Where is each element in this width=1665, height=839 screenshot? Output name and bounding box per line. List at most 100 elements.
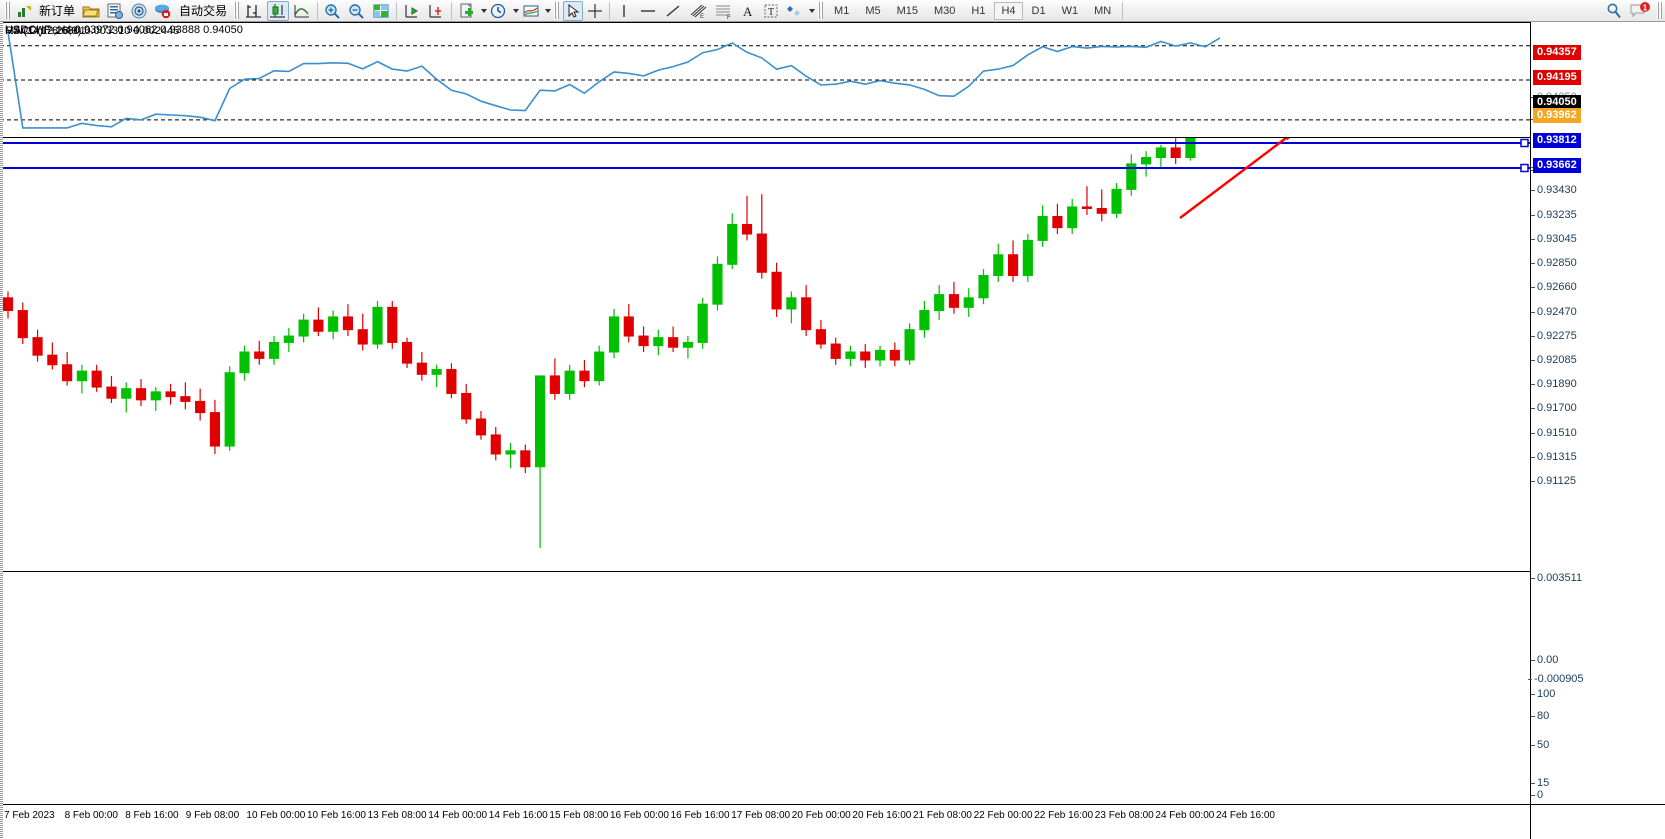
toolbar-grip-4[interactable]: [818, 2, 824, 19]
timeframe-w1[interactable]: W1: [1061, 4, 1079, 17]
main-toolbar: 新订单 自动交易: [0, 0, 1665, 22]
time-label: 16 Feb 16:00: [670, 810, 730, 821]
toolbar-grip-5[interactable]: [1657, 2, 1662, 19]
fibonacci-icon[interactable]: F: [712, 1, 736, 21]
svg-text:T: T: [768, 7, 774, 18]
rsi-pane[interactable]: RSI(14) 78.6801: [0, 22, 1530, 138]
line-chart-icon[interactable]: [291, 1, 313, 21]
grid-icon[interactable]: [370, 1, 392, 21]
time-label: 14 Feb 16:00: [488, 810, 548, 821]
cursor-icon[interactable]: [563, 0, 584, 21]
uptrend-arrow[interactable]: [1179, 125, 1302, 219]
rsi-indicator: [0, 31, 1530, 129]
price-badge[interactable]: 0.93662: [1533, 158, 1581, 173]
timeframe-h1[interactable]: H1: [971, 4, 986, 17]
price-tick: 0.93045: [1531, 233, 1577, 245]
toolbar-separator-4: [609, 1, 611, 20]
toolbar-grip[interactable]: [5, 2, 10, 19]
new-order-label[interactable]: 新订单: [39, 4, 76, 18]
rsi-tick: 100: [1530, 688, 1556, 700]
text-icon[interactable]: A: [738, 1, 758, 21]
text-label-icon[interactable]: T: [760, 1, 782, 21]
trendline-icon[interactable]: [662, 1, 684, 21]
chevron-down-icon-2[interactable]: [513, 8, 520, 13]
signals-icon[interactable]: [128, 1, 150, 21]
time-axis[interactable]: 7 Feb 2023 8 Feb 00:00 8 Feb 16:00 9 Feb 08…: [0, 804, 1530, 839]
svg-text:1: 1: [1643, 3, 1648, 12]
support-line-2[interactable]: [0, 163, 1530, 173]
time-label: 13 Feb 08:00: [367, 810, 427, 821]
bar-chart-icon[interactable]: [243, 1, 265, 21]
folder-icon[interactable]: [80, 1, 102, 21]
chart-left-grip: [0, 22, 3, 839]
macd-tick: -0.000905: [1528, 673, 1584, 685]
chevron-down-icon-3[interactable]: [545, 8, 552, 13]
autotrading-icon[interactable]: [152, 1, 174, 21]
price-tick: 0.91700: [1531, 402, 1577, 414]
timeframe-d1[interactable]: D1: [1031, 4, 1046, 17]
chevron-down-icon[interactable]: [481, 8, 488, 13]
zoom-out-icon[interactable]: [346, 1, 368, 21]
period-icon[interactable]: [488, 1, 510, 21]
autotrading-label[interactable]: 自动交易: [179, 4, 228, 18]
time-label: 20 Feb 00:00: [791, 810, 851, 821]
vertical-line-icon[interactable]: [614, 1, 634, 21]
price-badge[interactable]: 0.94050: [1533, 95, 1581, 110]
auto-scroll-icon[interactable]: [425, 1, 447, 21]
axis-corner: [1530, 804, 1665, 839]
price-badge[interactable]: 0.94195: [1533, 70, 1581, 85]
time-label: 22 Feb 00:00: [973, 810, 1033, 821]
shift-end-icon[interactable]: [401, 1, 423, 21]
new-order-icon[interactable]: [14, 1, 34, 21]
price-tick: 0.93235: [1531, 209, 1577, 221]
time-label: 16 Feb 00:00: [610, 810, 669, 821]
price-tick: 0.91510: [1531, 427, 1577, 439]
timeframe-m5[interactable]: M5: [865, 4, 881, 17]
templates-icon[interactable]: [520, 1, 542, 21]
notification-icon[interactable]: 1: [1627, 1, 1653, 21]
time-label: 22 Feb 16:00: [1034, 810, 1094, 821]
time-label: 8 Feb 00:00: [64, 810, 118, 821]
support-line-1[interactable]: [0, 138, 1530, 148]
price-tick: 0.91125: [1531, 475, 1576, 487]
timeframe-mn[interactable]: MN: [1094, 4, 1112, 17]
time-label: 8 Feb 16:00: [125, 810, 179, 821]
chevron-down-icon-4[interactable]: [809, 8, 816, 13]
toolbar-separator-3: [451, 1, 453, 20]
time-label: 24 Feb 00:00: [1155, 810, 1215, 821]
equidistant-channel-icon[interactable]: E: [686, 1, 710, 21]
svg-text:F: F: [727, 15, 731, 19]
chart-container[interactable]: USDCHF-,H4 0.93972 0.94062 0.93888 0.940…: [0, 22, 1665, 839]
toolbar-grip-3[interactable]: [554, 2, 560, 19]
macd-tick: 0.00: [1530, 654, 1559, 666]
shapes-icon[interactable]: [784, 1, 806, 21]
timeframe-m30[interactable]: M30: [934, 4, 956, 17]
timeframe-m1[interactable]: M1: [834, 4, 850, 17]
time-label: 10 Feb 00:00: [246, 810, 306, 821]
candle-chart-icon[interactable]: [267, 0, 290, 21]
time-label: 10 Feb 16:00: [307, 810, 366, 821]
timeframe-h4[interactable]: H4: [994, 1, 1023, 20]
price-tick: 0.91890: [1531, 378, 1577, 390]
horizontal-line-icon[interactable]: [636, 1, 660, 21]
zoom-in-icon[interactable]: [322, 1, 344, 21]
add-indicator-icon[interactable]: [456, 1, 478, 21]
macd-label: MACD(12,26,9) 0.003310 0.002445: [5, 25, 180, 37]
profile-icon[interactable]: [104, 1, 126, 21]
crosshair-icon[interactable]: [585, 1, 605, 21]
timeframe-m15[interactable]: M15: [896, 4, 918, 17]
price-badge[interactable]: 0.93812: [1533, 133, 1581, 148]
rsi-label: RSI(14) 78.6801: [5, 25, 86, 37]
price-axis[interactable]: 0.936200.934300.932350.930450.928500.926…: [1528, 22, 1665, 804]
toolbar-grip-2[interactable]: [234, 2, 240, 19]
price-badge[interactable]: 0.93962: [1533, 108, 1581, 123]
time-label: 9 Feb 08:00: [185, 810, 240, 821]
svg-text:A: A: [743, 4, 753, 19]
time-label: 17 Feb 08:00: [731, 810, 791, 821]
price-badge[interactable]: 0.94357: [1533, 45, 1581, 60]
search-icon[interactable]: [1603, 1, 1625, 21]
price-tick: 0.91315: [1531, 451, 1577, 463]
rsi-tick: 80: [1530, 710, 1550, 722]
price-tick: 0.92470: [1531, 306, 1577, 318]
time-label: 14 Feb 00:00: [428, 810, 488, 821]
